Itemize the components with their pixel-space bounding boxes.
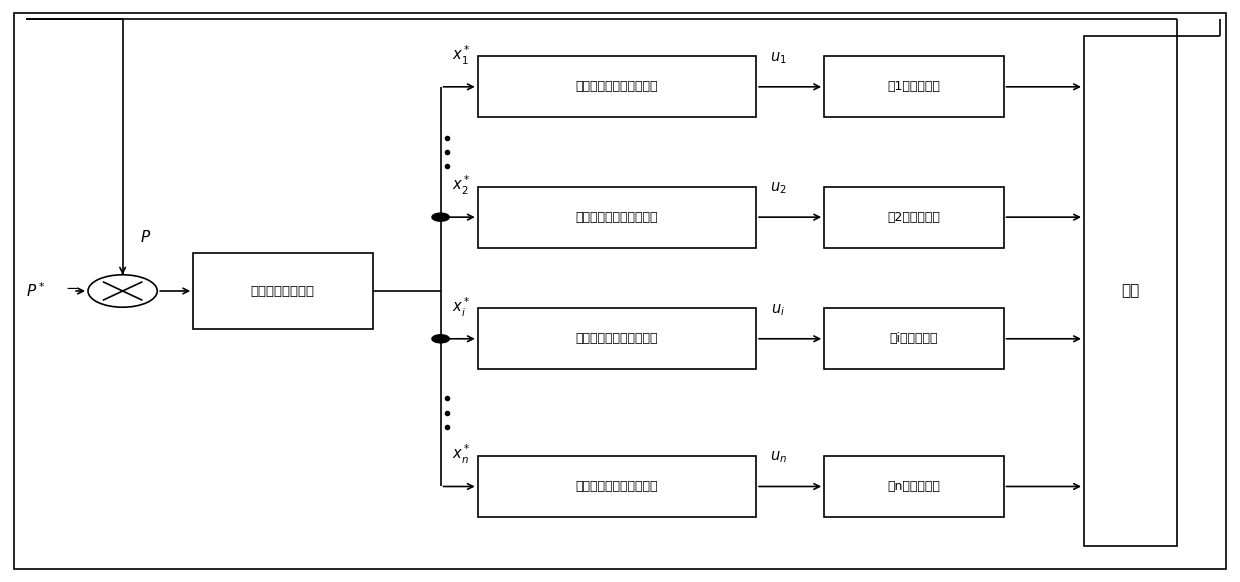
Text: $u_i$: $u_i$ xyxy=(771,302,785,318)
Text: 分布式非线性协同控制器: 分布式非线性协同控制器 xyxy=(575,211,658,223)
Text: 分布式非线性协同控制器: 分布式非线性协同控制器 xyxy=(575,332,658,345)
Text: 非线性误差控制器: 非线性误差控制器 xyxy=(250,285,315,297)
Text: $x_n^*$: $x_n^*$ xyxy=(453,443,471,466)
Text: $u_2$: $u_2$ xyxy=(770,180,786,196)
Text: 分布式非线性协同控制器: 分布式非线性协同控制器 xyxy=(575,480,658,493)
Bar xyxy=(477,56,756,117)
Text: $x_i^*$: $x_i^*$ xyxy=(453,295,471,318)
Circle shape xyxy=(88,275,157,307)
Text: 第1个储能系统: 第1个储能系统 xyxy=(888,80,940,93)
Text: $u_1$: $u_1$ xyxy=(770,50,786,66)
Text: 第i个储能系统: 第i个储能系统 xyxy=(889,332,939,345)
Bar xyxy=(825,456,1003,517)
Text: $P$: $P$ xyxy=(140,229,151,245)
Bar xyxy=(825,187,1003,247)
Text: $P^*$: $P^*$ xyxy=(26,282,46,300)
Bar xyxy=(825,308,1003,369)
Text: 第n个储能系统: 第n个储能系统 xyxy=(888,480,940,493)
Bar xyxy=(477,456,756,517)
Bar xyxy=(825,56,1003,117)
Text: 求和: 求和 xyxy=(1121,283,1140,299)
Circle shape xyxy=(432,213,449,221)
Text: $x_2^*$: $x_2^*$ xyxy=(453,173,471,197)
Text: 分布式非线性协同控制器: 分布式非线性协同控制器 xyxy=(575,80,658,93)
Bar xyxy=(477,308,756,369)
Bar xyxy=(193,253,372,329)
Bar xyxy=(1084,36,1177,546)
Text: $x_1^*$: $x_1^*$ xyxy=(453,44,471,66)
Text: $u_n$: $u_n$ xyxy=(770,450,787,466)
Bar xyxy=(477,187,756,247)
Text: $-$: $-$ xyxy=(66,279,78,294)
Circle shape xyxy=(432,335,449,343)
Text: 第2个储能系统: 第2个储能系统 xyxy=(888,211,940,223)
